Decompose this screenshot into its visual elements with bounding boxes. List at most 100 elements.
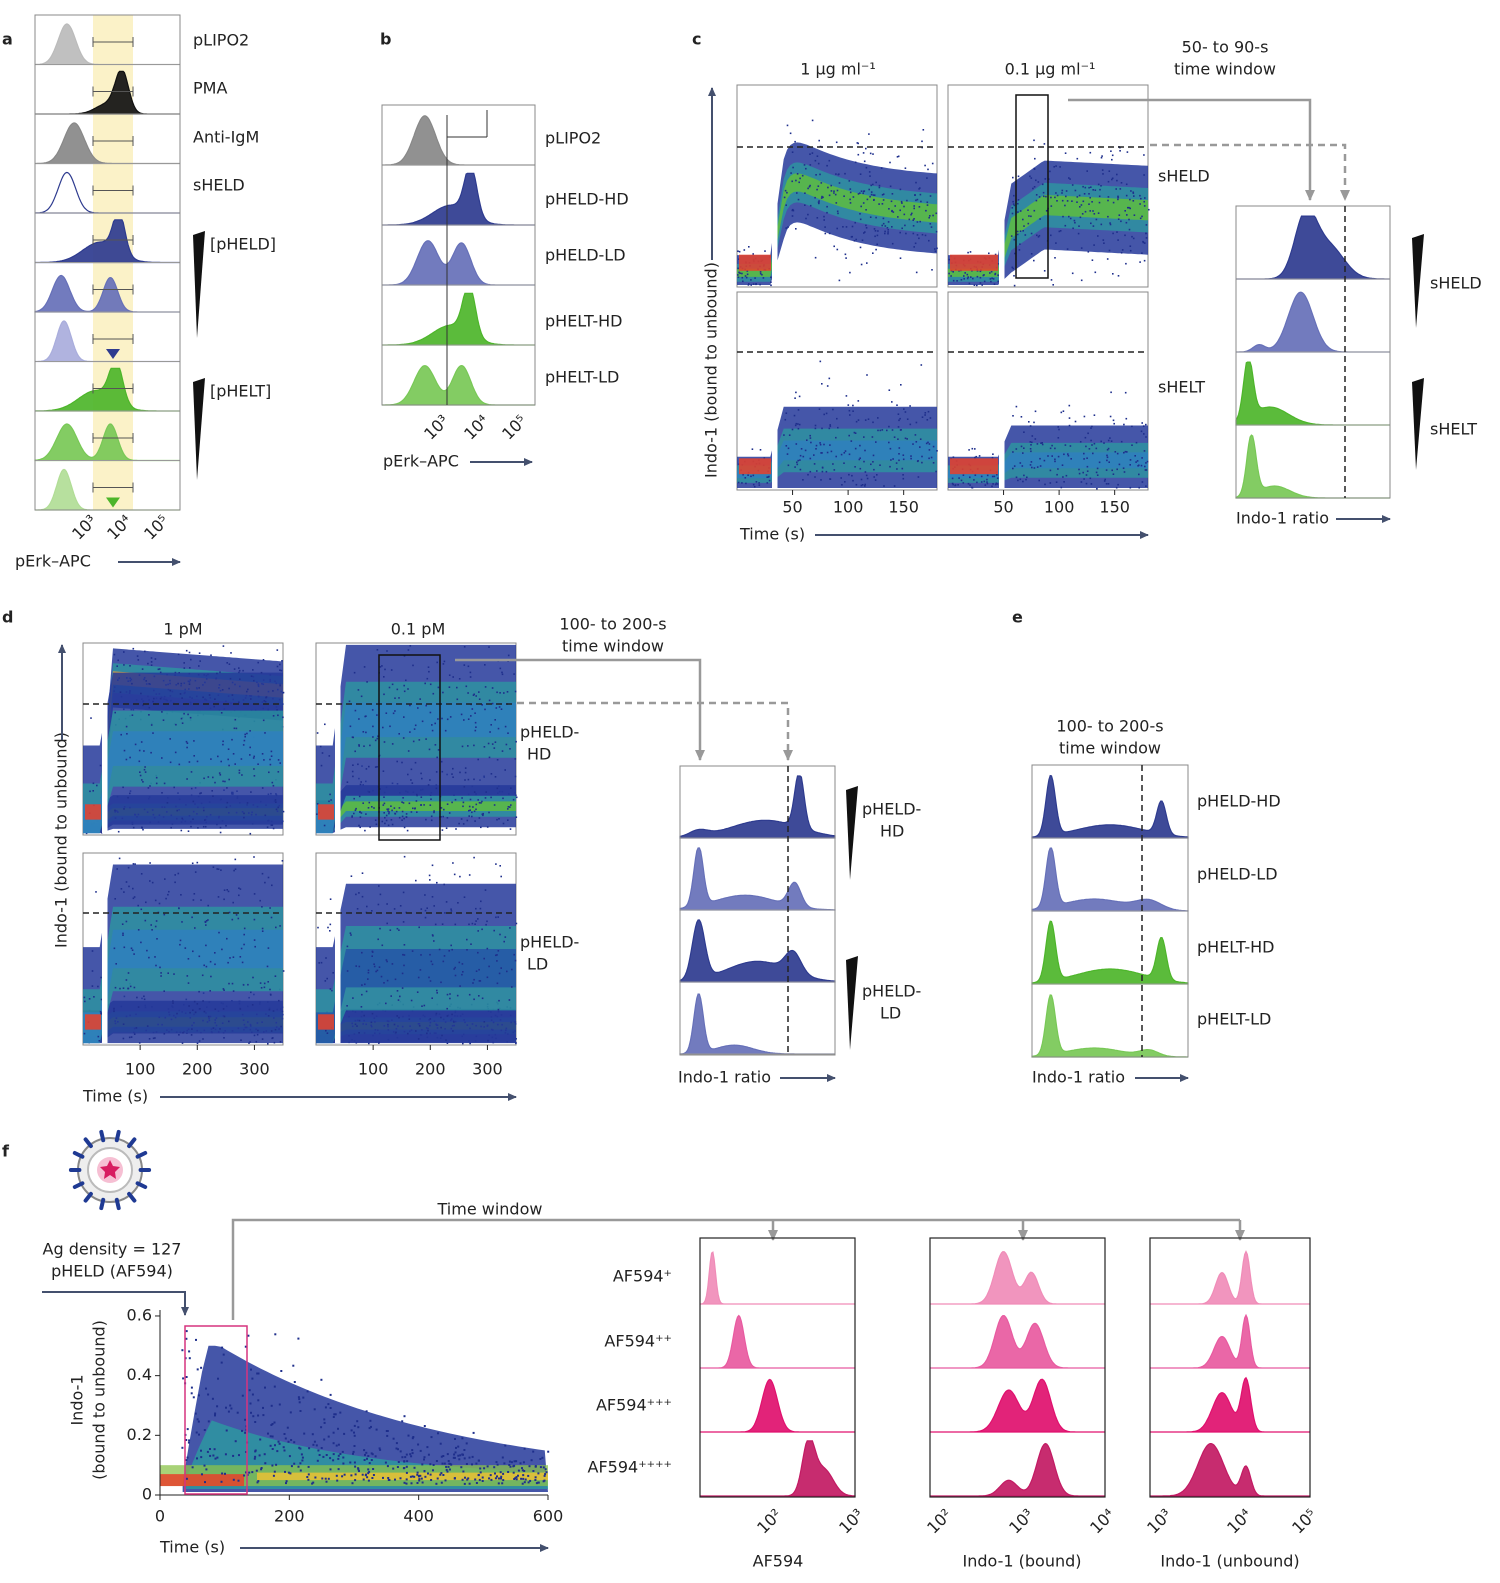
event-dot [451,948,453,951]
event-dot [113,947,116,950]
event-dot [472,1431,475,1434]
event-dot [973,479,975,481]
event-dot [508,1460,511,1463]
label: LD [880,1004,901,1023]
event-dot [1088,186,1090,189]
event-dot [389,929,392,931]
event-dot [263,759,265,761]
event-dot [814,424,817,427]
event-dot [1044,483,1046,486]
event-dot [214,952,216,954]
event-dot [741,482,743,484]
event-dot [1013,284,1016,287]
event-dot [390,669,393,671]
event-dot [402,802,405,804]
histogram [1150,1376,1310,1433]
event-dot [403,944,406,946]
event-dot [248,1389,251,1392]
event-dot [114,986,117,989]
event-dot [357,1468,360,1471]
event-dot [433,811,435,814]
event-dot [252,757,255,759]
event-dot [503,692,505,694]
label: pHELT-HD [1197,938,1274,957]
event-dot [515,1038,517,1040]
event-dot [918,237,920,240]
event-dot [1084,186,1087,189]
event-dot [163,782,166,785]
event-dot [1103,442,1105,444]
event-dot [1054,447,1056,450]
event-dot [962,474,965,476]
event-dot [366,905,368,908]
event-dot [436,881,438,884]
event-dot [514,959,517,962]
event-dot [432,692,435,695]
event-dot [331,989,333,992]
event-dot [1110,440,1113,442]
event-dot [398,697,400,699]
event-dot [378,1447,381,1450]
event-dot [234,718,237,721]
event-dot [337,1454,340,1457]
event-dot [982,274,985,277]
event-dot [1029,441,1032,443]
event-dot [872,194,875,196]
event-dot [844,481,846,483]
panel-letter: b [380,30,391,49]
event-dot [515,816,518,818]
event-dot [497,727,500,730]
event-dot [125,920,128,923]
event-dot [808,185,811,188]
x-tick-label: 300 [239,1060,270,1079]
event-dot [484,686,487,688]
event-dot [1050,279,1053,281]
event-dot [994,273,996,276]
event-dot [500,708,503,710]
event-dot [1027,209,1029,211]
event-dot [879,464,881,466]
event-dot [174,881,176,884]
event-dot [122,932,124,935]
event-dot [403,1415,406,1418]
event-dot [1057,426,1059,428]
event-dot [185,740,188,743]
event-dot [463,646,466,648]
event-dot [188,683,191,685]
event-dot [396,927,399,930]
event-dot [245,1471,248,1474]
event-dot [262,659,265,661]
event-dot [520,1477,523,1480]
event-dot [1105,469,1108,471]
event-dot [391,743,394,745]
event-dot [834,193,837,196]
event-dot [1083,452,1085,455]
event-dot [877,417,879,419]
event-dot [217,755,219,758]
event-dot [1116,173,1118,176]
event-dot [329,793,331,796]
baseline-hot [950,458,998,475]
event-dot [823,413,825,416]
histogram [930,1442,1105,1497]
event-dot [377,903,380,906]
event-dot [462,971,464,973]
event-dot [499,667,502,670]
event-dot [889,447,892,450]
event-dot [994,253,997,256]
event-dot [385,819,388,822]
event-dot [261,753,264,755]
event-dot [401,819,403,821]
event-dot [284,1470,286,1473]
event-dot [484,797,487,799]
event-dot [349,932,352,934]
event-dot [1101,155,1103,157]
event-dot [374,766,377,768]
event-dot [1045,210,1048,212]
event-dot [804,204,806,206]
event-dot [190,787,193,790]
event-dot [199,1008,201,1010]
event-dot [1132,237,1135,240]
event-dot [443,883,445,886]
event-dot [419,1449,422,1452]
